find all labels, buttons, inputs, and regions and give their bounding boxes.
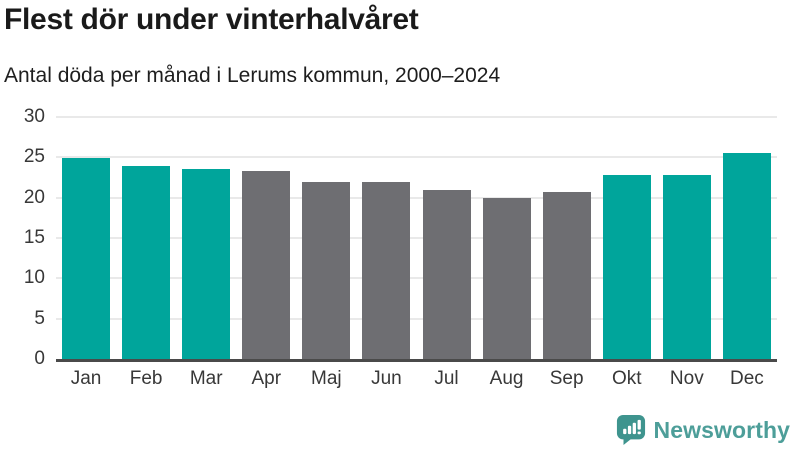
gridline-20 (56, 196, 777, 199)
y-tick-label-30: 30 (23, 106, 45, 127)
y-tick-label-0: 0 (34, 348, 45, 369)
bars (56, 117, 777, 359)
bar-mar (182, 168, 231, 359)
y-tick-label-15: 15 (23, 227, 45, 248)
newsworthy-logo-icon (616, 415, 645, 445)
y-axis-labels: 0 5 10 15 20 25 30 (0, 106, 45, 369)
bar-feb (122, 166, 171, 359)
y-tick-label-10: 10 (23, 267, 45, 289)
x-tick-label-mar: Mar (189, 368, 223, 389)
bar-maj (302, 181, 351, 359)
plot-area (56, 116, 777, 362)
bar-slot-mar (176, 117, 236, 359)
bar-okt (602, 175, 651, 359)
bar-aug (482, 197, 531, 359)
bar-jan (62, 158, 111, 359)
x-tick-label-nov: Nov (669, 368, 704, 389)
x-tick-label-sep: Sep (549, 368, 584, 389)
x-tick-label-feb: Feb (129, 368, 163, 389)
x-tick-label-dec: Dec (730, 368, 764, 389)
x-tick-label-jan: Jan (70, 368, 102, 389)
gridline-30 (56, 116, 777, 118)
newsworthy-brand-text: Newsworthy (653, 416, 790, 443)
bar-slot-aug (477, 117, 537, 359)
bar-slot-dec (717, 117, 777, 359)
gridline-10 (56, 277, 777, 280)
gridline-15 (56, 237, 777, 239)
x-tick-label-jun: Jun (371, 368, 402, 389)
bar-nov (662, 175, 711, 359)
bar-slot-maj (296, 117, 356, 359)
bar-slot-jul (416, 117, 476, 359)
bar-slot-okt (597, 117, 657, 359)
x-tick-label-maj: Maj (311, 368, 342, 389)
bar-slot-feb (116, 117, 176, 359)
x-tick-label-aug: Aug (489, 368, 524, 389)
x-tick-label-apr: Apr (251, 368, 282, 389)
bar-slot-nov (657, 117, 717, 359)
bar-sep (542, 192, 591, 359)
bar-jul (422, 190, 471, 359)
gridline-5 (56, 317, 777, 320)
x-axis-labels: Jan Feb Mar Apr Maj Jun Jul Aug Sep Okt Nov Dec (56, 368, 777, 390)
chart-subtitle: Antal döda per månad i Lerums kommun, 20… (4, 64, 501, 87)
bar-slot-apr (236, 117, 296, 359)
bar-jun (362, 182, 411, 359)
gridlines (56, 116, 777, 359)
newsworthy-logo: Newsworthy (616, 414, 790, 446)
x-tick-label-okt: Okt (611, 368, 642, 389)
bar-dec (722, 152, 771, 359)
gridline-25 (56, 156, 777, 159)
y-tick-label-20: 20 (23, 186, 45, 208)
chart-title: Flest dör under vinterhalvåret (4, 3, 419, 36)
bar-slot-jun (356, 117, 416, 359)
x-tick-label-jul: Jul (434, 368, 459, 389)
bar-slot-jan (56, 117, 116, 359)
y-tick-label-5: 5 (34, 307, 45, 329)
y-tick-label-25: 25 (23, 146, 45, 168)
bar-slot-sep (537, 117, 597, 359)
bar-apr (242, 171, 291, 359)
